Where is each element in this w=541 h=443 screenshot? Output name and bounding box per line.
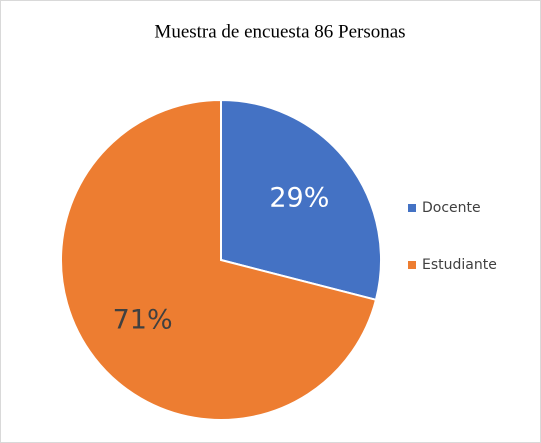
data-label: 71% xyxy=(113,304,173,335)
legend-swatch xyxy=(408,261,416,269)
chart-title: Muestra de encuesta 86 Personas xyxy=(154,21,405,42)
legend-label: Estudiante xyxy=(422,257,497,273)
pie-slice xyxy=(220,98,382,302)
legend-label: Docente xyxy=(422,200,481,216)
pie-slice xyxy=(60,98,378,421)
legend-swatch xyxy=(408,204,416,212)
data-label: 29% xyxy=(269,183,329,214)
